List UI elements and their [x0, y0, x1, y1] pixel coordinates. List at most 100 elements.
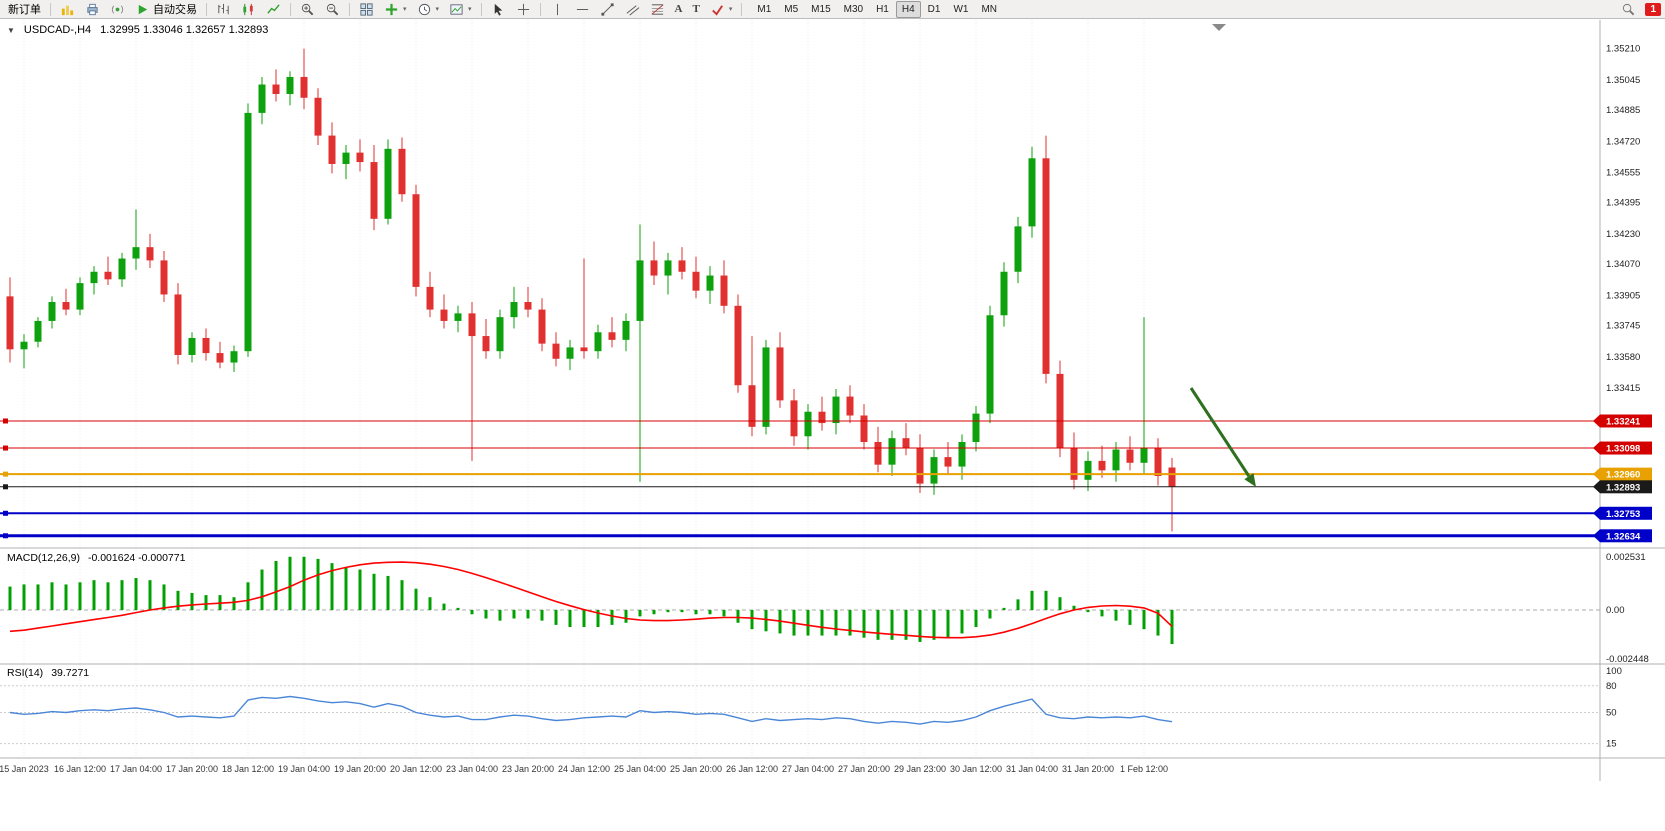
search-icon: [1623, 3, 1635, 15]
timeframe-button-H1[interactable]: H1: [876, 3, 889, 15]
templates-button[interactable]: ▾: [445, 1, 476, 18]
new-order-button[interactable]: 新订单: [4, 1, 45, 18]
chart-dropdown-icon[interactable]: ▼: [7, 25, 15, 35]
arrows-icon: [711, 4, 723, 16]
timeframe-button-MN[interactable]: MN: [981, 3, 998, 15]
toolbar-separator: [741, 2, 743, 16]
price-label-notch: [1593, 441, 1600, 455]
zoom-out-button[interactable]: [321, 1, 344, 18]
time-tick: 31 Jan 04:00: [1006, 764, 1058, 774]
search-button[interactable]: [1617, 1, 1640, 18]
time-tick: 15 Jan 2023: [0, 764, 49, 774]
channel-icon: [626, 4, 639, 15]
line-handle[interactable]: [3, 484, 8, 490]
candle-chart-mode-button[interactable]: [237, 1, 260, 18]
indicators-icon: [385, 3, 398, 15]
price-label-text: 1.32893: [1606, 482, 1640, 493]
vertical-line-tool-button[interactable]: [546, 1, 569, 18]
text-tool-button[interactable]: A: [671, 1, 687, 18]
chart-shift-marker[interactable]: [1212, 24, 1226, 31]
bear-candle: [104, 271, 112, 280]
charts-button[interactable]: [56, 1, 79, 18]
bear-candle: [552, 343, 560, 359]
zoom-out-icon: [326, 3, 339, 15]
print-button[interactable]: [81, 1, 104, 18]
rsi-axis-tick: 80: [1606, 681, 1617, 692]
bull-candle: [1000, 271, 1008, 316]
label-tool-button[interactable]: T: [689, 1, 704, 18]
time-tick: 19 Jan 20:00: [334, 764, 386, 774]
bull-candle: [188, 337, 196, 355]
bear-candle: [412, 194, 420, 287]
trendline-tool-button[interactable]: [596, 1, 619, 18]
signals-icon: [111, 4, 124, 14]
channel-tool-button[interactable]: [621, 1, 644, 18]
bull-candle: [636, 260, 644, 321]
autotrade-label: 自动交易: [153, 4, 197, 16]
time-tick: 17 Jan 20:00: [166, 764, 218, 774]
cursor-icon: [494, 3, 502, 16]
crosshair-tool-button[interactable]: [512, 1, 535, 18]
notification-badge[interactable]: 1: [1645, 2, 1661, 16]
bear-candle: [6, 296, 14, 350]
time-tick: 25 Jan 20:00: [670, 764, 722, 774]
macd-values: -0.001624 -0.000771: [87, 552, 186, 564]
timeframe-button-H4[interactable]: H4: [895, 0, 921, 18]
timeframe-button-M15[interactable]: M15: [811, 3, 831, 15]
indicators-button[interactable]: ▾: [380, 1, 411, 18]
bull-candle: [986, 315, 994, 414]
bar-chart-mode-button[interactable]: [212, 1, 235, 18]
print-icon: [87, 3, 98, 15]
timeframe-button-M5[interactable]: M5: [784, 3, 799, 15]
line-chart-mode-button[interactable]: [262, 1, 285, 18]
macd-name: MACD(12,26,9): [7, 552, 80, 564]
rsi-name: RSI(14): [7, 667, 44, 679]
macd-axis-tick: 0.00: [1606, 605, 1625, 616]
bull-candle: [384, 148, 392, 219]
bear-candle: [1098, 460, 1106, 471]
signals-button[interactable]: [106, 1, 129, 18]
periods-button[interactable]: ▾: [413, 1, 444, 18]
line-handle[interactable]: [3, 533, 8, 539]
price-label-box: [1600, 467, 1652, 481]
time-tick: 26 Jan 12:00: [726, 764, 778, 774]
line-handle[interactable]: [3, 445, 8, 451]
timeframe-button-M30[interactable]: M30: [843, 3, 864, 15]
timeframe-button-W1[interactable]: W1: [953, 3, 969, 15]
line-handle[interactable]: [3, 418, 8, 424]
line-handle[interactable]: [3, 510, 8, 516]
arrow-annotation-head[interactable]: [1244, 473, 1256, 487]
timeframe-toolbar: M1 M5 M15 M30 H1 H4 D1 W1 MN: [751, 0, 1003, 18]
bear-candle: [160, 260, 168, 295]
chevron-down-icon: ▾: [435, 6, 440, 13]
bull-candle: [258, 84, 266, 113]
price-tick: 1.33745: [1606, 321, 1640, 332]
price-tick: 1.33580: [1606, 352, 1640, 363]
bear-candle: [818, 411, 826, 424]
bear-candle: [580, 347, 588, 352]
line-handle[interactable]: [3, 471, 8, 477]
chevron-down-icon: ▾: [728, 6, 733, 13]
timeframe-button-M1[interactable]: M1: [757, 3, 772, 15]
bear-candle: [202, 337, 210, 354]
bear-candle: [916, 447, 924, 484]
price-label-box: [1600, 414, 1652, 428]
bull-candle: [76, 283, 84, 310]
bull-candle: [622, 320, 630, 340]
time-tick: 29 Jan 23:00: [894, 764, 946, 774]
arrow-annotation[interactable]: [1189, 387, 1251, 477]
horizontal-line-tool-button[interactable]: [571, 1, 594, 18]
tile-windows-button[interactable]: [355, 1, 378, 18]
bull-candle: [510, 302, 518, 318]
cursor-tool-button[interactable]: [487, 1, 510, 18]
bear-candle: [790, 400, 798, 437]
fibonacci-tool-button[interactable]: [646, 1, 669, 18]
autotrading-button[interactable]: 自动交易: [131, 1, 201, 18]
bear-candle: [426, 286, 434, 310]
time-tick: 30 Jan 12:00: [950, 764, 1002, 774]
label-icon: T: [692, 3, 700, 15]
arrows-tool-button[interactable]: ▾: [706, 1, 737, 18]
zoom-in-button[interactable]: [296, 1, 319, 18]
timeframe-button-D1[interactable]: D1: [927, 3, 941, 15]
toolbar-separator: [539, 2, 541, 16]
